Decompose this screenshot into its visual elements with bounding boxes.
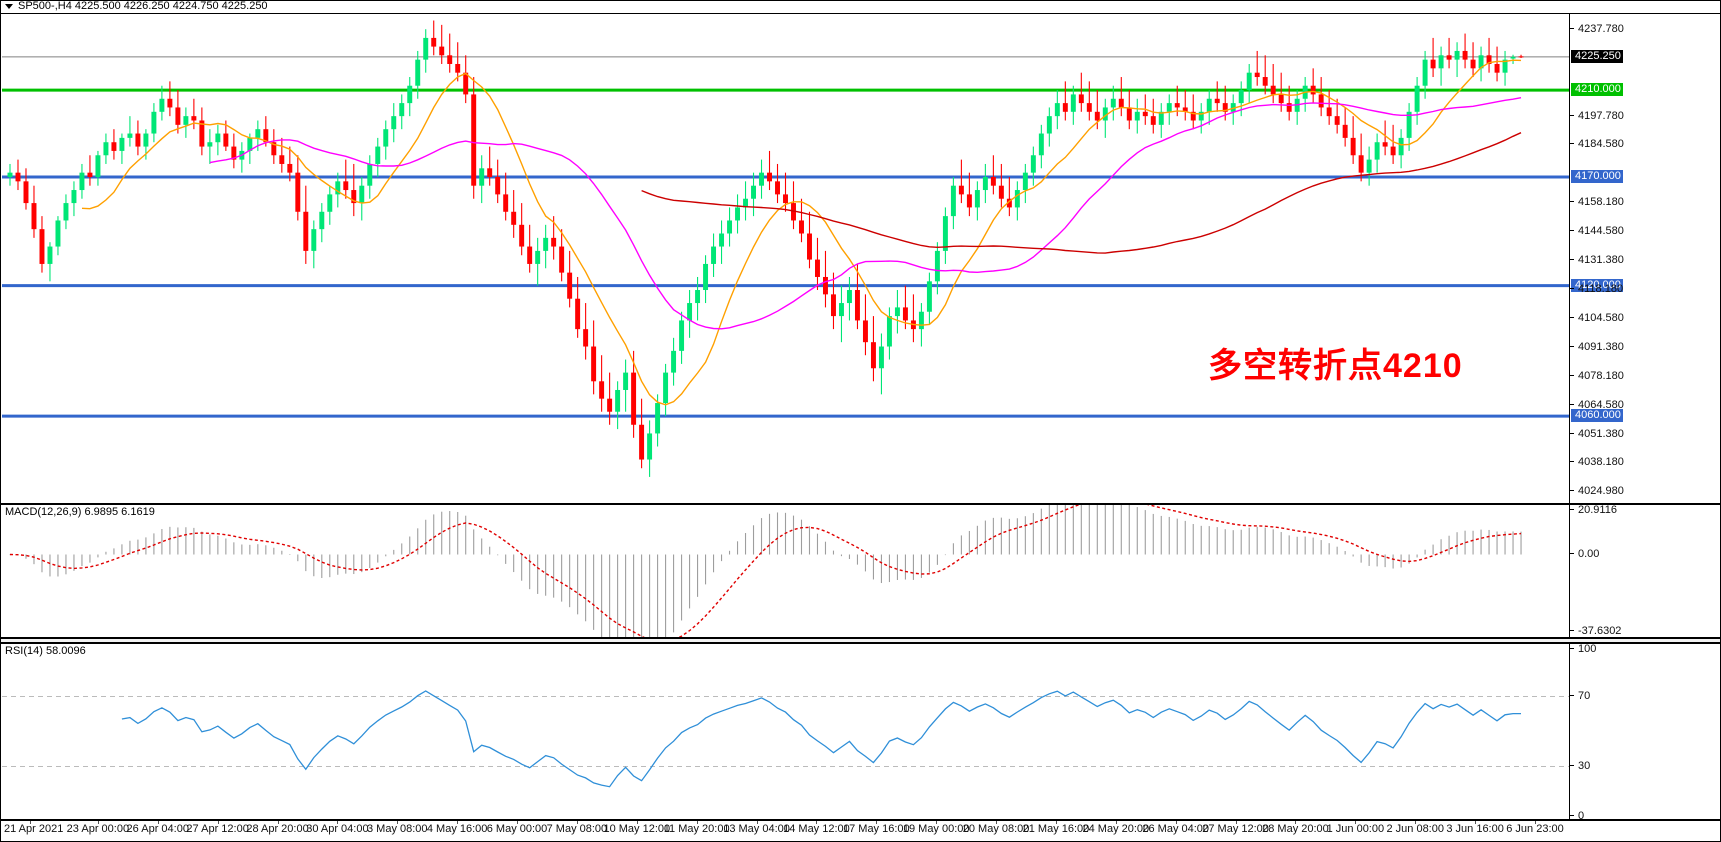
price-axis-badge: 4120.000 — [1571, 278, 1623, 292]
time-axis-label: 26 Apr 04:00 — [126, 823, 189, 835]
price-axis-tick: 4091.380 — [1570, 341, 1721, 353]
rsi-axis-tick: 100 — [1570, 643, 1721, 655]
time-axis-label: 2 Jun 08:00 — [1386, 823, 1444, 835]
time-axis-tick — [217, 821, 219, 824]
time-axis-tick — [1055, 821, 1057, 824]
time-axis-label: 11 May 20:00 — [663, 823, 730, 835]
macd-plot-area[interactable] — [2, 505, 1569, 637]
triangle-down-icon[interactable] — [5, 4, 13, 9]
price-axis-tick: 4118.180 — [1570, 283, 1721, 295]
macd-y-axis[interactable]: 20.9116 0.00 -37.6302 — [1569, 504, 1721, 637]
time-axis-label: 28 May 20:00 — [1262, 823, 1329, 835]
time-axis-label: 6 Jun 23:00 — [1506, 823, 1564, 835]
time-axis-tick — [1475, 821, 1477, 824]
symbol-quote-label: SP500-,H4 4225.500 4226.250 4224.750 422… — [18, 0, 268, 12]
time-axis-tick — [157, 821, 159, 824]
time-axis-tick — [517, 821, 519, 824]
price-axis-tick: 4038.180 — [1570, 456, 1721, 468]
time-axis-label: 7 May 08:00 — [546, 823, 608, 835]
rsi-title: RSI(14) 58.0096 — [5, 645, 86, 657]
time-axis-label: 24 May 20:00 — [1082, 823, 1150, 835]
time-axis-tick — [816, 821, 818, 824]
time-axis-label: 14 May 12:00 — [783, 823, 850, 835]
rsi-y-axis[interactable]: 100 70 30 0 — [1569, 643, 1721, 822]
price-axis-tick: 4024.980 — [1570, 485, 1721, 497]
price-axis-tick: 4158.180 — [1570, 196, 1721, 208]
time-axis-label: 6 May 00:00 — [486, 823, 548, 835]
time-axis-label: 23 Apr 00:00 — [66, 823, 130, 835]
rsi-axis-tick: 70 — [1570, 690, 1721, 702]
rsi-panel: RSI(14) 58.0096 100 70 30 0 — [0, 643, 1721, 822]
time-axis-label: 28 Apr 20:00 — [246, 823, 309, 835]
macd-axis-tick: -37.6302 — [1570, 625, 1721, 637]
time-axis-label: 21 May 16:00 — [1022, 823, 1090, 835]
time-axis-tick — [1175, 821, 1177, 824]
price-axis-tick: 4064.580 — [1570, 399, 1721, 411]
time-axis-label: 21 Apr 2021 — [4, 823, 64, 835]
macd-panel: MACD(12,26,9) 6.9895 6.1619 20.9116 0.00 -… — [0, 504, 1721, 638]
macd-axis-tick: 0.00 — [1570, 548, 1721, 560]
time-axis-label: 3 May 08:00 — [366, 823, 428, 835]
chart-header-bar[interactable]: SP500-,H4 4225.500 4226.250 4224.750 422… — [0, 0, 1721, 14]
price-plot-area[interactable] — [2, 14, 1569, 503]
time-axis-label: 3 Jun 16:00 — [1446, 823, 1504, 835]
time-axis-tick — [636, 821, 638, 824]
panel-separator — [0, 638, 1721, 643]
time-axis-label: 20 May 08:00 — [962, 823, 1030, 835]
price-axis-tick: 4237.780 — [1570, 23, 1721, 35]
time-axis-label: 1 Jun 00:00 — [1326, 823, 1385, 835]
time-axis-tick — [397, 821, 399, 824]
time-axis-tick — [1535, 821, 1536, 824]
rsi-plot-area[interactable] — [2, 644, 1569, 819]
time-axis[interactable]: 21 Apr 2021 23 Apr 00:00 26 Apr 04:00 27 Ap… — [0, 820, 1721, 842]
time-axis-tick — [1295, 821, 1297, 824]
price-panel: 4237.780 4225.250 4210.000 4197.780 4184.580… — [0, 14, 1721, 504]
time-axis-label: 27 May 12:00 — [1202, 823, 1269, 835]
time-axis-label: 30 Apr 04:00 — [306, 823, 369, 835]
time-axis-tick — [696, 821, 698, 824]
price-axis-tick: 4131.380 — [1570, 254, 1721, 266]
time-axis-tick — [1235, 821, 1237, 824]
time-axis-label: 10 May 12:00 — [603, 823, 671, 835]
rsi-axis-tick: 0 — [1570, 810, 1721, 822]
price-axis-tick: 4184.580 — [1570, 138, 1721, 150]
analysis-annotation: 多空转折点4210 — [1208, 347, 1463, 385]
time-axis-label: 4 May 16:00 — [426, 823, 488, 835]
price-axis-badge: 4210.000 — [1571, 83, 1623, 97]
price-axis-tick: 4051.380 — [1570, 428, 1721, 440]
price-axis-tick: 4197.780 — [1570, 110, 1721, 122]
price-y-axis[interactable]: 4237.780 4225.250 4210.000 4197.780 4184.580… — [1569, 14, 1721, 503]
time-axis-label: 27 Apr 12:00 — [186, 823, 249, 835]
time-axis-label: 19 May 00:00 — [902, 823, 970, 835]
time-axis-tick — [97, 821, 99, 824]
time-axis-tick — [1415, 821, 1417, 824]
macd-title: MACD(12,26,9) 6.9895 6.1619 — [5, 506, 155, 518]
time-axis-tick — [876, 821, 878, 824]
time-axis-tick — [277, 821, 279, 824]
rsi-axis-tick: 30 — [1570, 760, 1721, 772]
time-axis-tick — [457, 821, 459, 824]
time-axis-tick — [936, 821, 938, 824]
time-axis-tick — [576, 821, 578, 824]
price-axis-tick: 4078.180 — [1570, 370, 1721, 382]
price-axis-badge: 4060.000 — [1571, 409, 1623, 423]
price-axis-tick: 4104.580 — [1570, 312, 1721, 324]
time-axis-label: 13 May 04:00 — [723, 823, 790, 835]
time-axis-tick — [996, 821, 998, 824]
time-axis-tick — [756, 821, 758, 824]
time-axis-tick — [1355, 821, 1357, 824]
price-axis-tick: 4144.580 — [1570, 225, 1721, 237]
time-axis-label: 26 May 04:00 — [1142, 823, 1210, 835]
time-axis-tick — [337, 821, 339, 824]
macd-axis-tick: 20.9116 — [1570, 504, 1721, 516]
time-axis-label: 17 May 16:00 — [842, 823, 910, 835]
price-axis-badge: 4225.250 — [1571, 49, 1623, 63]
time-axis-tick — [1115, 821, 1117, 824]
price-axis-badge: 4170.000 — [1571, 170, 1623, 183]
time-axis-tick — [30, 821, 31, 824]
